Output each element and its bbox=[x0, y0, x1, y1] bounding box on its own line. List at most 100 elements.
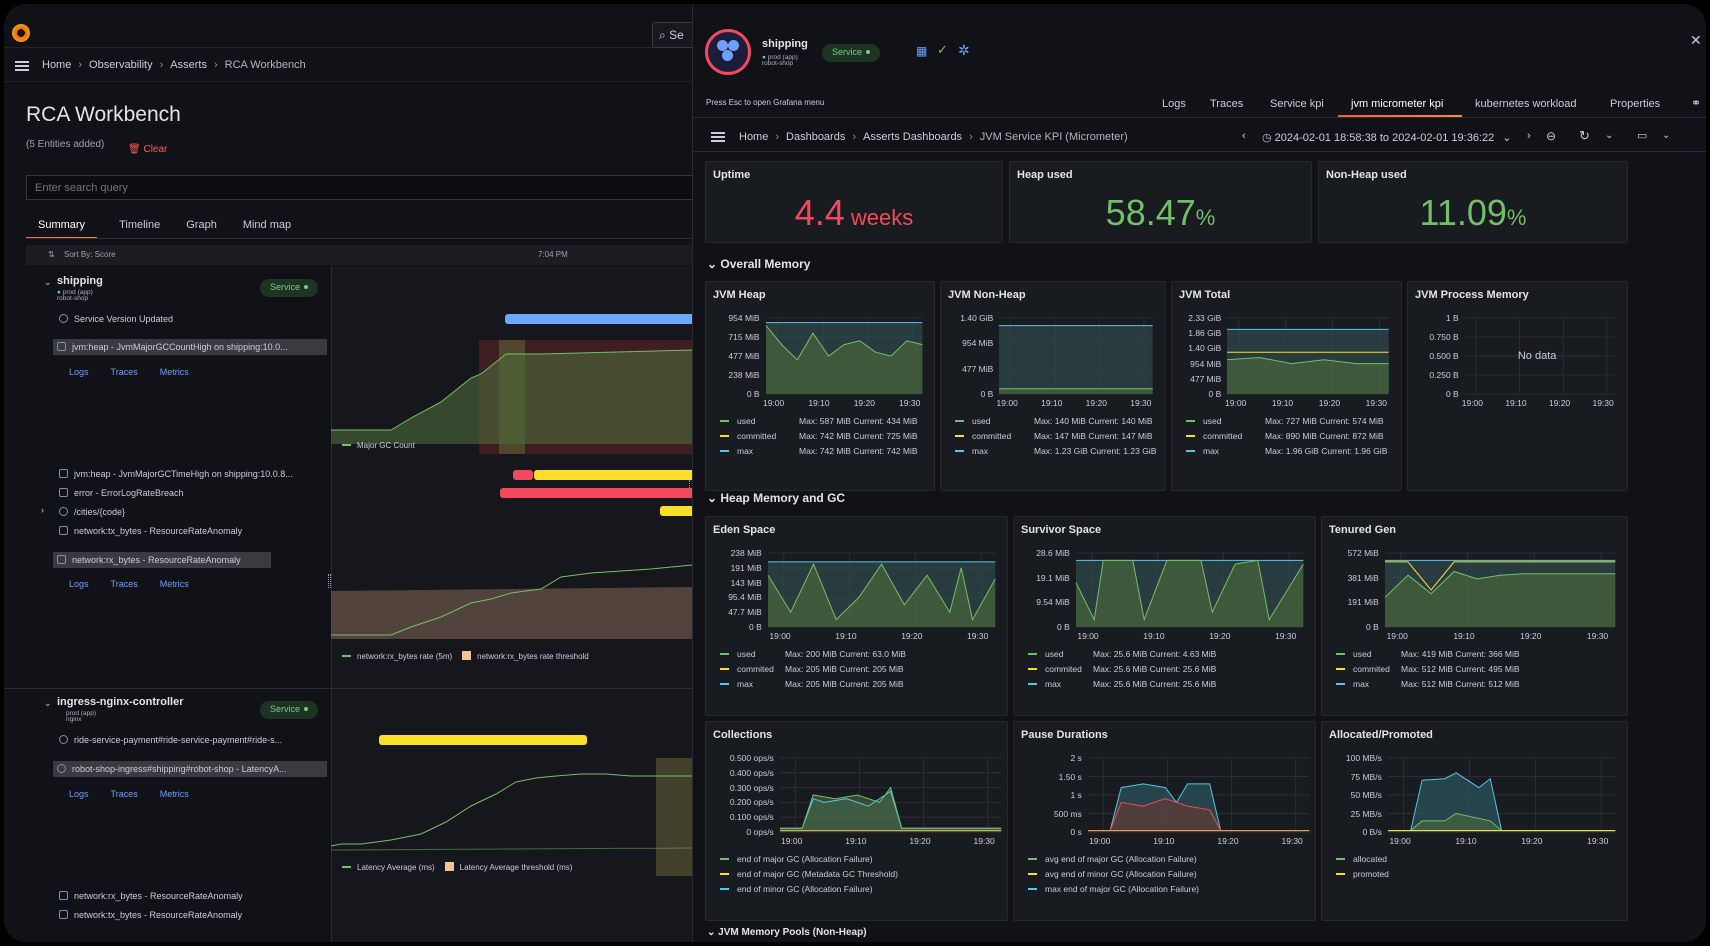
legend-item[interactable]: max Max: 25.6 MiB Current: 25.6 MiB bbox=[1028, 677, 1216, 692]
dashboard-icon[interactable]: ▦ bbox=[916, 44, 928, 58]
stat-panel-uptime[interactable]: Uptime 4.4 weeks bbox=[705, 161, 1003, 243]
chevron-down-icon[interactable]: ⌄ bbox=[1662, 130, 1671, 141]
tab-timeline[interactable]: Timeline bbox=[119, 219, 161, 231]
legend-item[interactable]: committed Max: 147 MiB Current: 147 MiB bbox=[955, 429, 1156, 444]
list-item-selected[interactable]: jvm:heap - JvmMajorGCCountHigh on shippi… bbox=[53, 339, 327, 355]
panel-survivor-space[interactable]: Survivor Space 28.6 MiB 19.1 MiB 9.54 MiB 0 … bbox=[1013, 516, 1316, 716]
tab-kubernetes-workload[interactable]: kubernetes workload bbox=[1475, 98, 1577, 110]
metrics-link[interactable]: Metrics bbox=[159, 579, 189, 589]
panel-collections[interactable]: Collections 0.500 ops/s 0.400 ops/s 0.300 o… bbox=[705, 721, 1008, 921]
legend-item[interactable]: commited Max: 205 MiB Current: 205 MiB bbox=[720, 662, 906, 677]
list-item[interactable]: ride-service-payment#ride-service-paymen… bbox=[59, 735, 282, 745]
breadcrumb-asserts-dashboards[interactable]: Asserts Dashboards bbox=[863, 131, 963, 143]
panel-jvm-process-memory[interactable]: JVM Process Memory 1 B 0.750 B 0.500 B 0.250… bbox=[1407, 281, 1628, 491]
row-header-memory-pools[interactable]: ⌄ JVM Memory Pools (Non-Heap) bbox=[707, 927, 867, 938]
grafana-logo-icon[interactable] bbox=[12, 24, 30, 42]
panel-allocated-promoted[interactable]: Allocated/Promoted 100 MB/s 75 MB/s 50 MB/s… bbox=[1321, 721, 1628, 921]
legend-item[interactable]: used Max: 587 MiB Current: 434 MiB bbox=[720, 414, 918, 429]
logs-link[interactable]: Logs bbox=[69, 579, 89, 589]
list-item[interactable]: Service Version Updated bbox=[59, 314, 173, 324]
legend-item[interactable]: max Max: 742 MiB Current: 742 MiB bbox=[720, 444, 918, 459]
legend-item[interactable]: max end of major GC (Allocation Failure) bbox=[1028, 882, 1199, 897]
panel-eden-space[interactable]: Eden Space 238 MiB 191 MiB 143 MiB 95.4 MiB 4… bbox=[705, 516, 1008, 716]
timeline-bar[interactable] bbox=[500, 488, 692, 498]
legend-item[interactable]: used Max: 419 MiB Current: 366 MiB bbox=[1336, 647, 1520, 662]
sort-icon[interactable]: ⇅ bbox=[48, 250, 55, 259]
legend-item[interactable]: max Max: 205 MiB Current: 205 MiB bbox=[720, 677, 906, 692]
breadcrumb-observability[interactable]: Observability bbox=[89, 59, 153, 71]
legend-item[interactable]: used Max: 200 MiB Current: 63.0 MiB bbox=[720, 647, 906, 662]
resize-handle[interactable] bbox=[328, 574, 331, 588]
legend-item[interactable]: commited Max: 512 MiB Current: 495 MiB bbox=[1336, 662, 1520, 677]
search-input[interactable] bbox=[26, 175, 692, 200]
list-item[interactable]: jvm:heap - JvmMajorGCTimeHigh on shippin… bbox=[59, 469, 293, 479]
graph-icon[interactable]: ✲ bbox=[958, 42, 970, 58]
legend-item[interactable]: avg end of major GC (Allocation Failure) bbox=[1028, 852, 1199, 867]
list-item[interactable]: network:tx_bytes - ResourceRateAnomaly bbox=[59, 526, 242, 536]
timeline-bar[interactable] bbox=[505, 314, 692, 324]
breadcrumb-asserts[interactable]: Asserts bbox=[170, 59, 207, 71]
legend-item[interactable]: end of minor GC (Allocation Failure) bbox=[720, 882, 898, 897]
stat-panel-non-heap-used[interactable]: Non-Heap used 11.09% bbox=[1318, 161, 1628, 243]
panel-tenured-gen[interactable]: Tenured Gen 572 MiB 381 MiB 191 MiB 0 B 19:00… bbox=[1321, 516, 1628, 716]
panel-jvm-total[interactable]: JVM Total 2.33 GiB 1.86 GiB 1.40 GiB 954 MiB… bbox=[1171, 281, 1402, 491]
legend-item[interactable]: used Max: 727 MiB Current: 574 MiB bbox=[1186, 414, 1387, 429]
check-icon[interactable]: ✓ bbox=[937, 42, 948, 57]
tab-summary[interactable]: Summary bbox=[25, 219, 98, 239]
tab-logs[interactable]: Logs bbox=[1162, 98, 1186, 110]
breadcrumb-home[interactable]: Home bbox=[739, 131, 769, 143]
time-range-picker[interactable]: ◷ 2024-02-01 18:58:38 to 2024-02-01 19:3… bbox=[1262, 132, 1512, 144]
panel-jvm-non-heap[interactable]: JVM Non-Heap 1.40 GiB 954 MiB 477 MiB 0 B 19:… bbox=[940, 281, 1166, 491]
stat-panel-heap-used[interactable]: Heap used 58.47% bbox=[1009, 161, 1312, 243]
legend-item[interactable]: promoted bbox=[1336, 867, 1389, 882]
tab-service-kpi[interactable]: Service kpi bbox=[1270, 98, 1324, 110]
metrics-link[interactable]: Metrics bbox=[159, 367, 189, 377]
list-item-selected[interactable]: robot-shop-ingress#shipping#robot-shop -… bbox=[53, 761, 327, 777]
tab-traces[interactable]: Traces bbox=[1210, 98, 1244, 110]
link-icon[interactable]: ⚭ bbox=[1691, 96, 1702, 110]
timeline-bar[interactable] bbox=[660, 506, 692, 516]
legend-item[interactable]: committed Max: 890 MiB Current: 872 MiB bbox=[1186, 429, 1387, 444]
chevron-right-icon[interactable]: › bbox=[41, 505, 44, 515]
timeline-bar[interactable] bbox=[513, 470, 533, 480]
entity-name-ingress[interactable]: ingress-nginx-controller bbox=[57, 696, 184, 708]
zoom-out-icon[interactable]: ⊖ bbox=[1546, 129, 1557, 143]
timeline-bar[interactable] bbox=[534, 470, 692, 480]
traces-link[interactable]: Traces bbox=[110, 367, 138, 377]
row-header-heap-memory-gc[interactable]: ⌄ Heap Memory and GC bbox=[707, 491, 846, 505]
menu-icon[interactable] bbox=[15, 61, 29, 71]
list-item[interactable]: /cities/{code} bbox=[59, 507, 125, 517]
legend-item[interactable]: max Max: 1.23 GiB Current: 1.23 GiB bbox=[955, 444, 1156, 459]
traces-link[interactable]: Traces bbox=[110, 789, 138, 799]
legend-item[interactable]: allocated bbox=[1336, 852, 1389, 867]
legend-item[interactable]: max Max: 1.96 GiB Current: 1.96 GiB bbox=[1186, 444, 1387, 459]
tab-graph[interactable]: Graph bbox=[186, 219, 217, 231]
refresh-interval-dropdown[interactable]: ⌄ bbox=[1605, 130, 1614, 141]
sort-label[interactable]: Sort By: Score bbox=[64, 250, 116, 259]
search-button[interactable]: ⌕ Se bbox=[652, 22, 692, 48]
chevron-right-icon[interactable]: › bbox=[1527, 130, 1531, 142]
traces-link[interactable]: Traces bbox=[110, 579, 138, 589]
legend-item[interactable]: commited Max: 25.6 MiB Current: 25.6 MiB bbox=[1028, 662, 1216, 677]
legend-item[interactable]: end of major GC (Metadata GC Threshold) bbox=[720, 867, 898, 882]
breadcrumb-dashboards[interactable]: Dashboards bbox=[786, 131, 846, 143]
timeline-bar[interactable] bbox=[379, 735, 587, 745]
tab-mind-map[interactable]: Mind map bbox=[242, 219, 292, 231]
refresh-icon[interactable]: ↻ bbox=[1579, 128, 1590, 143]
clear-button[interactable]: 🗑 Clear bbox=[128, 144, 168, 155]
chevron-down-icon[interactable]: ⌄ bbox=[44, 698, 52, 708]
legend-item[interactable]: end of major GC (Allocation Failure) bbox=[720, 852, 898, 867]
tab-properties[interactable]: Properties bbox=[1610, 98, 1661, 110]
legend-item[interactable]: used Max: 140 MiB Current: 140 MiB bbox=[955, 414, 1156, 429]
legend-item[interactable]: avg end of minor GC (Allocation Failure) bbox=[1028, 867, 1199, 882]
entity-name-shipping[interactable]: shipping bbox=[57, 275, 103, 287]
legend-item[interactable]: committed Max: 742 MiB Current: 725 MiB bbox=[720, 429, 918, 444]
metrics-link[interactable]: Metrics bbox=[159, 789, 189, 799]
list-item[interactable]: network:rx_bytes - ResourceRateAnomaly bbox=[59, 891, 243, 901]
list-item-selected[interactable]: network:rx_bytes - ResourceRateAnomaly bbox=[53, 552, 271, 568]
tv-mode-icon[interactable]: ▭ bbox=[1637, 130, 1648, 142]
list-item[interactable]: network:tx_bytes - ResourceRateAnomaly bbox=[59, 910, 242, 920]
close-icon[interactable]: ✕ bbox=[1690, 32, 1702, 48]
legend-item[interactable]: max Max: 512 MiB Current: 512 MiB bbox=[1336, 677, 1520, 692]
